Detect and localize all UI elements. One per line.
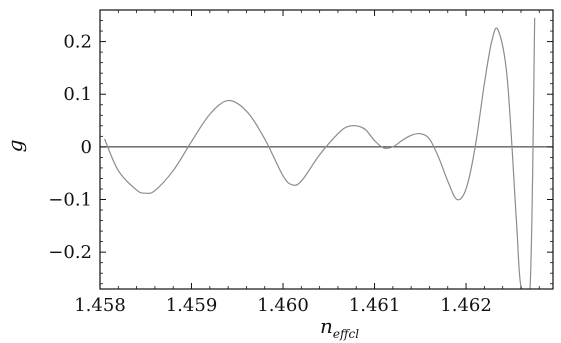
y-tick-label: −0.2 [48, 242, 92, 263]
plot-frame [99, 9, 554, 290]
x-axis-label-main: n [320, 314, 333, 338]
y-tick-label: 0 [81, 137, 92, 158]
x-axis-label-subscript: effcl [333, 327, 359, 341]
plot-area [100, 17, 553, 289]
y-tick-label: 0.2 [63, 32, 92, 53]
series-line-0 [104, 17, 536, 289]
y-tick-label: 0.1 [63, 84, 92, 105]
x-tick-label: 1.459 [166, 295, 218, 316]
x-tick-label: 1.462 [440, 295, 492, 316]
y-axis-label: g [3, 140, 27, 153]
y-tick-label: −0.1 [48, 190, 92, 211]
x-tick-label: 1.461 [349, 295, 401, 316]
x-axis-label: neffcl [320, 314, 359, 341]
x-tick-label: 1.460 [257, 295, 309, 316]
x-tick-label: 1.458 [74, 295, 126, 316]
axes: 1.458 1.459 1.460 1.461 1.462 0.2 0.1 0 −0.1 −0.2 [48, 9, 554, 316]
